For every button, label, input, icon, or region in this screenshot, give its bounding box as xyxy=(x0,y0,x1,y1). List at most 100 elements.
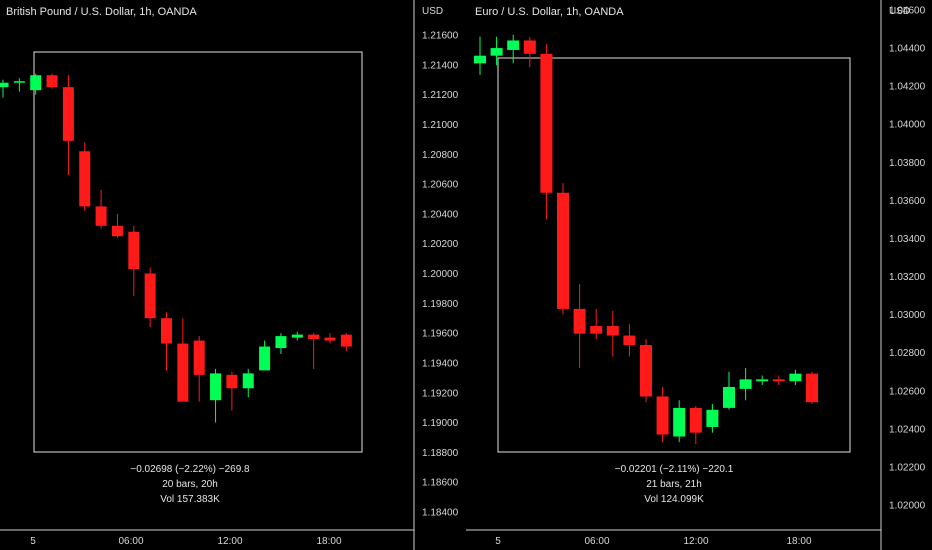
candle-body xyxy=(623,335,636,346)
candle-body xyxy=(739,379,752,389)
candle-body xyxy=(523,40,536,54)
bullish-candle xyxy=(673,400,686,443)
eurusd-chart-pane[interactable]: Euro / U.S. Dollar, 1h, OANDA USD −0.022… xyxy=(466,0,932,550)
candle-body xyxy=(193,340,205,375)
bearish-candle xyxy=(308,333,320,369)
candle-body xyxy=(557,192,569,309)
candle-body xyxy=(656,396,669,435)
bullish-candle xyxy=(30,73,42,95)
price-tick-label: 1.04400 xyxy=(889,44,926,55)
currency-label: USD xyxy=(422,6,443,17)
bullish-candle xyxy=(13,78,25,92)
price-tick-label: 1.21600 xyxy=(422,31,459,42)
bearish-candle xyxy=(144,267,156,328)
price-tick-label: 1.03400 xyxy=(889,234,926,245)
bullish-candle xyxy=(291,331,303,341)
bearish-candle xyxy=(623,324,636,357)
bearish-candle xyxy=(557,183,569,315)
price-tick-label: 1.02800 xyxy=(889,348,926,359)
bearish-candle xyxy=(340,333,352,352)
candle-body xyxy=(673,407,686,437)
candle-body xyxy=(474,55,486,64)
candle-body xyxy=(806,373,818,403)
chart-title: British Pound / U.S. Dollar, 1h, OANDA xyxy=(6,6,197,18)
price-tick-label: 1.02600 xyxy=(889,386,926,397)
bearish-candle xyxy=(523,36,536,68)
bullish-candle xyxy=(789,369,802,386)
candle-body xyxy=(706,409,719,427)
candle-body xyxy=(291,334,303,338)
candle-body xyxy=(128,231,140,270)
candle-body xyxy=(95,206,107,226)
bearish-candle xyxy=(62,75,74,176)
candle-body xyxy=(324,337,336,341)
chart-title: Euro / U.S. Dollar, 1h, OANDA xyxy=(475,6,624,18)
measure-bars: 20 bars, 20h xyxy=(162,479,218,490)
measure-volume: Vol 124.099K xyxy=(644,494,704,505)
bullish-candle xyxy=(242,368,254,398)
price-tick-label: 1.03800 xyxy=(889,158,926,169)
candle-body xyxy=(210,373,222,401)
time-tick-label: 5 xyxy=(495,536,501,547)
measure-box[interactable] xyxy=(33,51,363,453)
price-tick-label: 1.19400 xyxy=(422,358,459,369)
candle-body xyxy=(259,346,271,371)
time-tick-label: 12:00 xyxy=(217,536,242,547)
candle-body xyxy=(340,334,352,347)
time-tick-label: 06:00 xyxy=(118,536,143,547)
bullish-candle xyxy=(259,340,271,371)
bullish-candle xyxy=(756,375,769,386)
bullish-candle xyxy=(723,371,735,410)
candle-body xyxy=(46,75,58,88)
candle-body xyxy=(30,75,42,91)
measure-box[interactable] xyxy=(497,57,851,453)
eurusd-chart[interactable]: Euro / U.S. Dollar, 1h, OANDA USD −0.022… xyxy=(466,0,932,550)
price-tick-label: 1.18800 xyxy=(422,448,459,459)
bearish-candle xyxy=(46,73,58,89)
price-tick-label: 1.21200 xyxy=(422,90,459,101)
bullish-candle xyxy=(739,367,752,401)
price-tick-label: 1.19800 xyxy=(422,299,459,310)
bullish-candle xyxy=(474,36,486,75)
bearish-candle xyxy=(95,190,107,229)
candle-body xyxy=(789,373,802,382)
candle-body xyxy=(756,379,769,382)
measure-bars: 21 bars, 21h xyxy=(646,479,702,490)
gbpusd-chart-pane[interactable]: British Pound / U.S. Dollar, 1h, OANDA U… xyxy=(0,0,466,550)
time-tick-label: 12:00 xyxy=(683,536,708,547)
bullish-candle xyxy=(706,404,719,433)
price-tick-label: 1.20000 xyxy=(422,269,459,280)
bearish-candle xyxy=(177,318,189,402)
candle-body xyxy=(573,308,586,334)
price-tick-label: 1.18400 xyxy=(422,508,459,519)
bearish-candle xyxy=(606,310,619,357)
bearish-candle xyxy=(772,375,785,386)
bearish-candle xyxy=(573,284,586,368)
candle-body xyxy=(490,48,503,56)
price-tick-label: 1.21000 xyxy=(422,120,459,131)
price-tick-label: 1.19600 xyxy=(422,329,459,340)
time-tick-label: 18:00 xyxy=(786,536,811,547)
candle-body xyxy=(13,81,25,83)
candle-body xyxy=(62,87,74,141)
candle-body xyxy=(275,336,287,349)
time-tick-label: 5 xyxy=(30,536,36,547)
time-tick-label: 06:00 xyxy=(584,536,609,547)
bearish-candle xyxy=(226,371,238,411)
price-tick-label: 1.20800 xyxy=(422,150,459,161)
candle-body xyxy=(226,374,238,389)
candle-body xyxy=(540,53,553,193)
price-tick-label: 1.02200 xyxy=(889,462,926,473)
gbpusd-chart[interactable]: British Pound / U.S. Dollar, 1h, OANDA U… xyxy=(0,0,466,550)
price-tick-label: 1.21400 xyxy=(422,60,459,71)
currency-label: USD xyxy=(889,6,910,17)
candle-body xyxy=(161,318,172,344)
price-tick-label: 1.19000 xyxy=(422,418,459,429)
measure-change: −0.02698 (−2.22%) −269.8 xyxy=(130,464,250,475)
candle-body xyxy=(177,343,189,402)
bullish-candle xyxy=(0,79,9,98)
candle-body xyxy=(606,326,619,336)
bearish-candle xyxy=(193,336,205,402)
bearish-candle xyxy=(540,44,553,220)
measure-volume: Vol 157.383K xyxy=(160,494,220,505)
